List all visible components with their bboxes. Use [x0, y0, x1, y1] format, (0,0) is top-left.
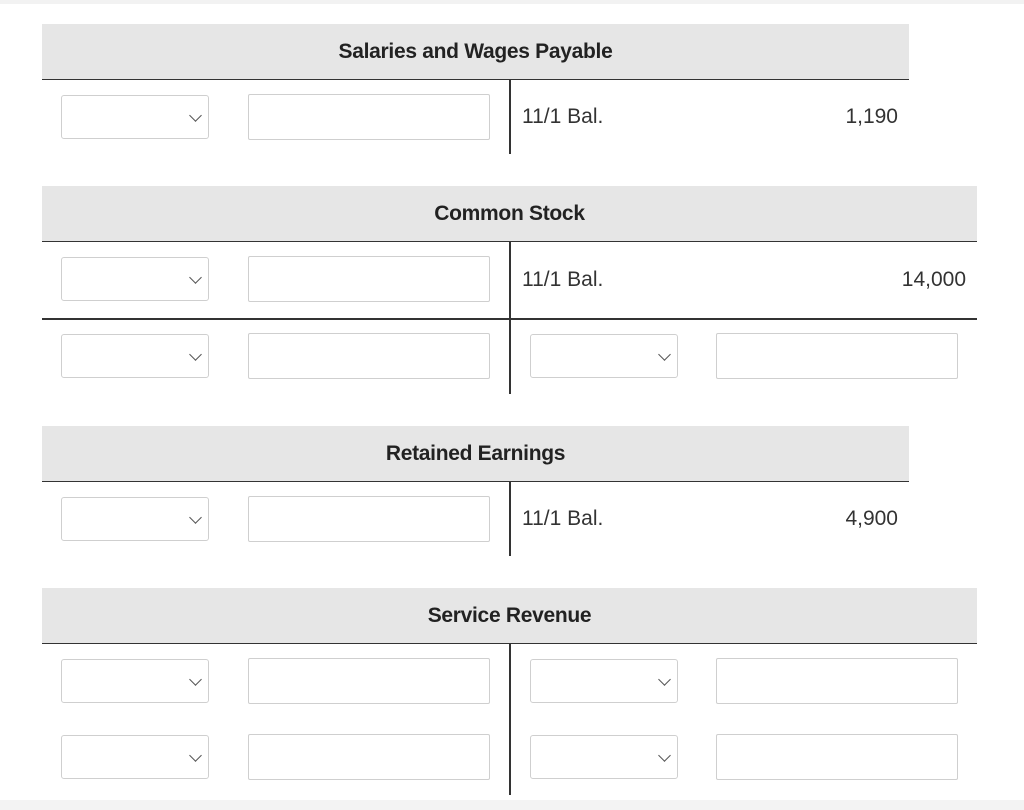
chevron-down-icon: [189, 271, 202, 284]
debit-account-select[interactable]: [61, 659, 209, 703]
credit-amount-input[interactable]: [716, 658, 958, 704]
chevron-down-icon: [189, 673, 202, 686]
chevron-down-icon: [189, 749, 202, 762]
t-account-divider: [509, 241, 511, 394]
chevron-down-icon: [189, 348, 202, 361]
account-title: Retained Earnings: [385, 441, 566, 465]
chevron-down-icon: [658, 749, 671, 762]
account-header-service-revenue: Service Revenue: [42, 588, 977, 644]
debit-account-select[interactable]: [61, 735, 209, 779]
account-header-retained-earnings: Retained Earnings: [42, 426, 909, 482]
account-header-salaries-wages-payable: Salaries and Wages Payable: [42, 24, 909, 80]
credit-account-select[interactable]: [530, 735, 678, 779]
debit-amount-input[interactable]: [248, 658, 490, 704]
credit-amount-input[interactable]: [716, 333, 958, 379]
credit-balance-label: 11/1 Bal.: [522, 268, 604, 291]
account-header-common-stock: Common Stock: [42, 186, 977, 242]
debit-amount-input[interactable]: [248, 496, 490, 542]
top-band: [0, 0, 1024, 4]
credit-balance-amount: 1,190: [845, 105, 898, 128]
debit-account-select[interactable]: [61, 257, 209, 301]
debit-amount-input[interactable]: [248, 94, 490, 140]
chevron-down-icon: [658, 673, 671, 686]
credit-balance-label: 11/1 Bal.: [522, 105, 604, 128]
chevron-down-icon: [658, 348, 671, 361]
account-title: Service Revenue: [427, 603, 592, 627]
debit-amount-input[interactable]: [248, 333, 490, 379]
row-separator: [42, 318, 977, 320]
credit-balance-amount: 4,900: [845, 507, 898, 530]
debit-account-select[interactable]: [61, 95, 209, 139]
credit-balance-label: 11/1 Bal.: [522, 507, 604, 530]
account-title: Salaries and Wages Payable: [338, 39, 613, 63]
debit-account-select[interactable]: [61, 497, 209, 541]
chevron-down-icon: [189, 109, 202, 122]
bottom-band: [0, 800, 1024, 810]
credit-account-select[interactable]: [530, 659, 678, 703]
t-account-divider: [509, 481, 511, 556]
credit-balance-amount: 14,000: [901, 268, 966, 291]
debit-amount-input[interactable]: [248, 256, 490, 302]
account-title: Common Stock: [434, 201, 585, 225]
t-account-divider: [509, 79, 511, 154]
credit-amount-input[interactable]: [716, 734, 958, 780]
t-account-divider: [509, 643, 511, 795]
debit-account-select[interactable]: [61, 334, 209, 378]
chevron-down-icon: [189, 511, 202, 524]
debit-amount-input[interactable]: [248, 734, 490, 780]
credit-account-select[interactable]: [530, 334, 678, 378]
